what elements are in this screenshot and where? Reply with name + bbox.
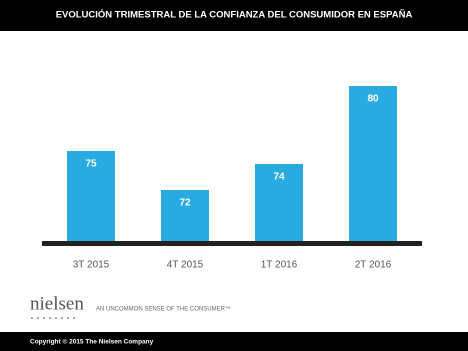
logo: nielsen bbox=[30, 293, 84, 314]
x-tick-label: 1T 2016 bbox=[261, 260, 298, 271]
baseline bbox=[42, 241, 422, 246]
chart-title: EVOLUCIÓN TRIMESTRAL DE LA CONFIANZA DEL… bbox=[56, 9, 413, 21]
copyright: Copyright © 2015 The Nielsen Company bbox=[30, 338, 154, 346]
x-tick-label: 2T 2016 bbox=[355, 260, 392, 271]
bar bbox=[161, 190, 209, 242]
bar bbox=[255, 164, 303, 242]
header-bar bbox=[0, 0, 468, 31]
value-label: 74 bbox=[273, 172, 285, 183]
bar bbox=[349, 86, 397, 242]
value-label: 72 bbox=[179, 198, 191, 209]
value-label: 75 bbox=[85, 159, 97, 170]
logo-dots bbox=[31, 317, 75, 319]
bar bbox=[67, 151, 115, 242]
tagline: AN UNCOMMON SENSE OF THE CONSUMER™ bbox=[96, 306, 231, 313]
footer-bar bbox=[0, 332, 468, 351]
x-tick-label: 3T 2015 bbox=[73, 260, 110, 271]
value-label: 80 bbox=[367, 94, 379, 105]
x-tick-label: 4T 2015 bbox=[167, 260, 204, 271]
